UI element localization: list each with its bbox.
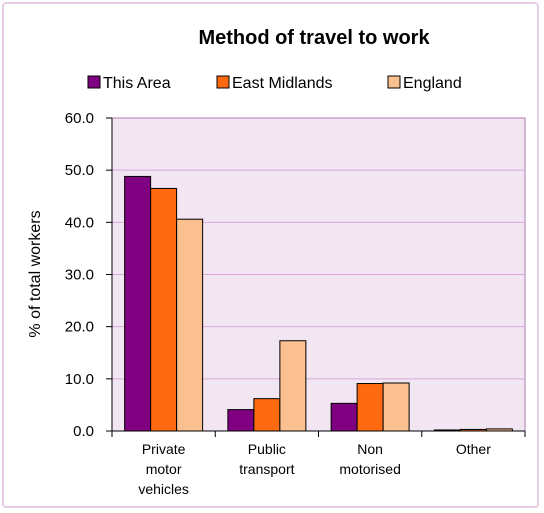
y-tick-label: 30.0: [65, 267, 94, 284]
x-tick-label-line: motorised: [339, 461, 400, 477]
y-tick-label: 0.0: [73, 423, 94, 440]
legend-swatch: [216, 75, 230, 89]
bar-this-area: [227, 409, 255, 432]
x-tick-label: Public transport: [239, 441, 294, 477]
x-tick-labels: Private motor vehicles Public transport Non mo…: [138, 441, 491, 497]
x-tick-label: Private motor vehicles: [138, 441, 189, 497]
y-tick-label: 50.0: [65, 162, 94, 179]
x-tick-label: Non motorised: [339, 441, 400, 477]
y-tick-label: 20.0: [65, 319, 94, 336]
legend: This Area East Midlands England: [87, 75, 462, 92]
bar-this-area: [330, 402, 358, 432]
y-tick-labels: 0.0 10.0 20.0 30.0 40.0 50.0 60.0: [65, 110, 112, 440]
legend-label: This Area: [103, 75, 171, 92]
x-tick-label-line: Private: [142, 441, 186, 457]
bar-east-midlands: [253, 398, 281, 432]
x-tick-label-line: Non: [357, 441, 383, 457]
x-tick-label: Other: [456, 441, 491, 457]
bar-england: [176, 218, 204, 432]
y-tick-label: 10.0: [65, 371, 94, 388]
y-tick-label: 40.0: [65, 214, 94, 231]
y-tick-label: 60.0: [65, 110, 94, 127]
bar-england: [279, 340, 307, 432]
legend-label: East Midlands: [232, 75, 333, 92]
y-axis-label: % of total workers: [27, 210, 44, 337]
bars: [124, 175, 513, 432]
chart-title: Method of travel to work: [198, 27, 430, 49]
bar-east-midlands: [150, 187, 178, 432]
legend-swatch: [387, 75, 401, 89]
x-tick-label-line: vehicles: [138, 481, 189, 497]
x-tick-label-line: motor: [146, 461, 182, 477]
bar-england: [382, 382, 410, 432]
legend-label: England: [403, 75, 462, 92]
x-tick-label-line: Public: [248, 441, 286, 457]
legend-swatch: [87, 75, 101, 89]
bar-this-area: [124, 175, 152, 432]
x-tick-label-line: Other: [456, 441, 491, 457]
x-tick-label-line: transport: [239, 461, 294, 477]
bar-east-midlands: [356, 383, 384, 432]
